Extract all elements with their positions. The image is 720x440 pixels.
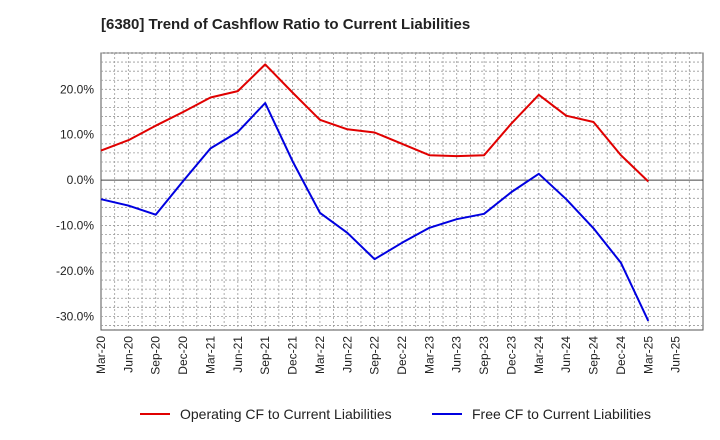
x-axis-ticks: Mar-20 Jun-20 Sep-20 Dec-20 Mar-21 Jun-21 Sep-… [94, 336, 683, 375]
series-line-1 [100, 63, 649, 183]
x-tick-label: Dec-24 [614, 336, 628, 375]
x-tick-label: Jun-20 [121, 336, 135, 373]
y-axis-ticks: 20.0% 10.0% 0.0% -10.0% -20.0% -30.0% [56, 82, 94, 323]
x-tick-label: Mar-20 [94, 336, 108, 374]
y-tick-label: 10.0% [60, 128, 94, 142]
y-tick-label: -10.0% [56, 219, 94, 233]
x-tick-label: Jun-24 [559, 336, 573, 373]
chart-title: [6380] Trend of Cashflow Ratio to Curren… [101, 16, 471, 33]
x-tick-label: Jun-23 [450, 336, 464, 373]
legend: Operating CF to Current Liabilities Free … [140, 406, 651, 422]
x-tick-label: Mar-24 [532, 336, 546, 374]
y-tick-label: -30.0% [56, 309, 94, 323]
x-tick-label: Jun-22 [340, 336, 354, 373]
x-tick-label: Jun-21 [231, 336, 245, 373]
x-tick-label: Dec-22 [395, 336, 409, 375]
x-tick-label: Mar-22 [313, 336, 327, 374]
y-tick-label: -20.0% [56, 264, 94, 278]
x-tick-label: Sep-21 [258, 336, 272, 375]
x-tick-label: Sep-23 [477, 336, 491, 375]
x-tick-label: Sep-20 [149, 336, 163, 375]
x-tick-label: Sep-24 [587, 336, 601, 375]
legend-label-2: Free CF to Current Liabilities [472, 406, 651, 422]
series-lines [100, 63, 650, 322]
plot-area [100, 52, 704, 331]
y-tick-label: 20.0% [60, 82, 94, 96]
y-tick-label: 0.0% [67, 173, 95, 187]
x-tick-label: Mar-25 [641, 336, 655, 374]
x-tick-label: Dec-20 [176, 336, 190, 375]
x-tick-label: Mar-23 [422, 336, 436, 374]
series-line-2 [100, 102, 650, 322]
legend-label-1: Operating CF to Current Liabilities [180, 406, 392, 422]
x-tick-label: Jun-25 [669, 336, 683, 373]
grid-lines [101, 52, 703, 330]
x-tick-label: Sep-22 [368, 336, 382, 375]
x-tick-label: Dec-21 [286, 336, 300, 375]
x-tick-label: Dec-23 [504, 336, 518, 375]
x-tick-label: Mar-21 [203, 336, 217, 374]
